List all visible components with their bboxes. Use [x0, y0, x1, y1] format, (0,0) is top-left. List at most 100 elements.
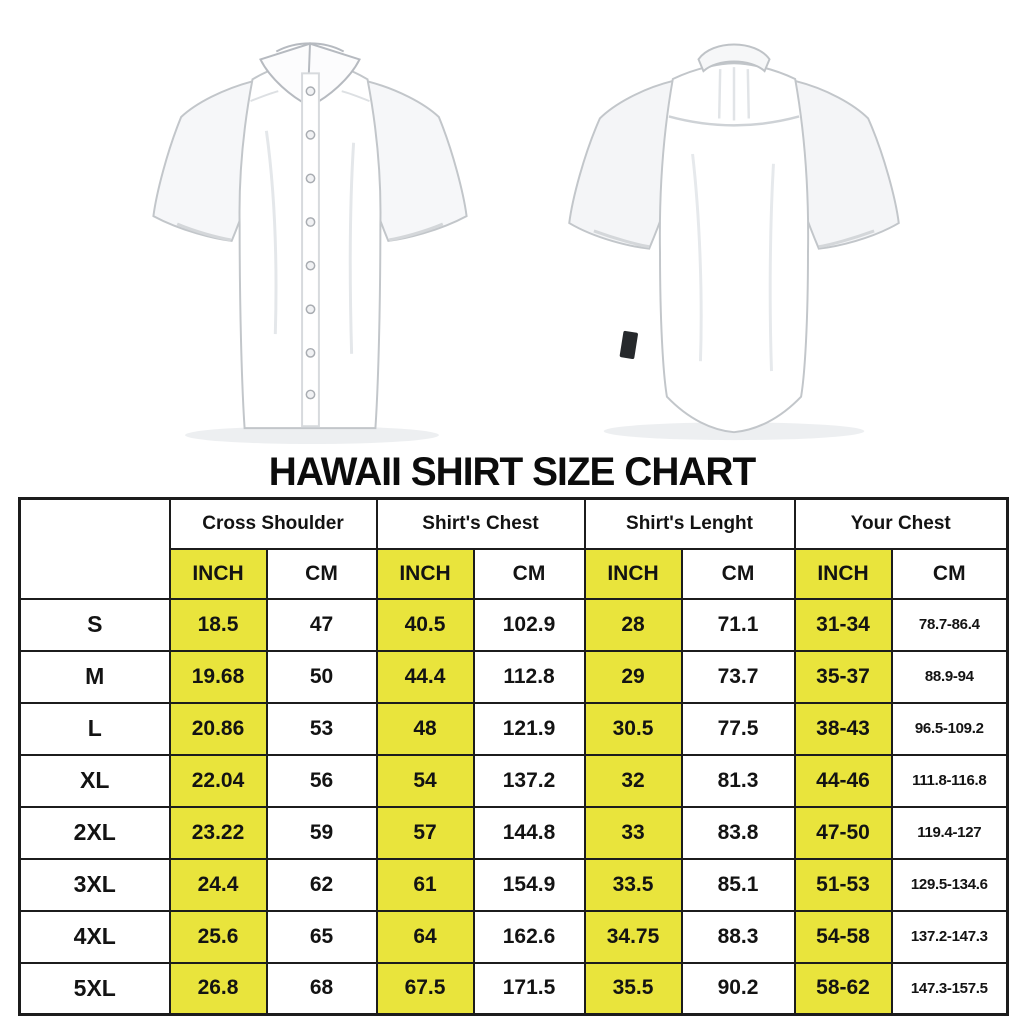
- unit-header-cm: CM: [265, 547, 378, 600]
- cell-value: 96.5-109.2: [890, 701, 1009, 756]
- cell-value: 65: [265, 909, 378, 964]
- cell-value: 85.1: [680, 857, 796, 912]
- cell-value: 62: [265, 857, 378, 912]
- unit-header-inch: INCH: [375, 547, 475, 600]
- back-yoke-seam: [668, 115, 800, 127]
- cell-value: 22.04: [168, 753, 268, 808]
- cell-value: 23.22: [168, 805, 268, 860]
- cell-value: 18.5: [168, 597, 268, 652]
- table-row-4xl: 4XL 25.6 65 64 162.6 34.75 88.3 54-58 13…: [18, 909, 1009, 964]
- size-label: 4XL: [18, 909, 171, 964]
- cell-value: 88.3: [680, 909, 796, 964]
- cell-value: 50: [265, 649, 378, 704]
- cell-value: 24.4: [168, 857, 268, 912]
- care-tag: [619, 330, 638, 359]
- cell-value: 40.5: [375, 597, 475, 652]
- cell-value: 81.3: [680, 753, 796, 808]
- front-buttons: [305, 86, 316, 400]
- cell-value: 38-43: [793, 701, 893, 756]
- cell-value: 61: [375, 857, 475, 912]
- cell-value: 26.8: [168, 961, 268, 1016]
- cell-value: 28: [583, 597, 683, 652]
- cell-value: 33.5: [583, 857, 683, 912]
- cell-value: 34.75: [583, 909, 683, 964]
- size-label: M: [18, 649, 171, 704]
- cell-value: 29: [583, 649, 683, 704]
- cell-value: 57: [375, 805, 475, 860]
- cell-value: 25.6: [168, 909, 268, 964]
- cell-value: 171.5: [472, 961, 586, 1016]
- cell-value: 102.9: [472, 597, 586, 652]
- size-chart-table: Cross Shoulder Shirt's Chest Shirt's Len…: [18, 497, 1010, 1016]
- back-collar-band: [697, 43, 771, 73]
- cell-value: 54: [375, 753, 475, 808]
- table-row-xl: XL 22.04 56 54 137.2 32 81.3 44-46 111.8…: [18, 753, 1009, 808]
- cell-value: 88.9-94: [890, 649, 1009, 704]
- col-group-shirts-lenght: Shirt's Lenght: [583, 497, 796, 550]
- size-label: 5XL: [18, 961, 171, 1016]
- cell-value: 71.1: [680, 597, 796, 652]
- table-row-3xl: 3XL 24.4 62 61 154.9 33.5 85.1 51-53 129…: [18, 857, 1009, 912]
- cell-value: 47-50: [793, 805, 893, 860]
- cell-value: 58-62: [793, 961, 893, 1016]
- unit-header-inch: INCH: [583, 547, 683, 600]
- cell-value: 162.6: [472, 909, 586, 964]
- cell-value: 73.7: [680, 649, 796, 704]
- unit-header-cm: CM: [890, 547, 1009, 600]
- unit-header-inch: INCH: [793, 547, 893, 600]
- size-label: S: [18, 597, 171, 652]
- cell-value: 47: [265, 597, 378, 652]
- cell-value: 78.7-86.4: [890, 597, 1009, 652]
- cell-value: 154.9: [472, 857, 586, 912]
- cell-value: 64: [375, 909, 475, 964]
- cell-value: 35.5: [583, 961, 683, 1016]
- cell-value: 54-58: [793, 909, 893, 964]
- corner-cell: [18, 497, 171, 600]
- cell-value: 77.5: [680, 701, 796, 756]
- table-row-l: L 20.86 53 48 121.9 30.5 77.5 38-43 96.5…: [18, 701, 1009, 756]
- cell-value: 137.2-147.3: [890, 909, 1009, 964]
- cell-value: 112.8: [472, 649, 586, 704]
- cell-value: 51-53: [793, 857, 893, 912]
- shirt-front-photo: [152, 42, 468, 445]
- front-button-placket: [301, 72, 320, 428]
- cell-value: 35-37: [793, 649, 893, 704]
- cell-value: 121.9: [472, 701, 586, 756]
- cell-value: 48: [375, 701, 475, 756]
- cell-value: 32: [583, 753, 683, 808]
- unit-header-inch: INCH: [168, 547, 268, 600]
- cell-value: 31-34: [793, 597, 893, 652]
- table-row-m: M 19.68 50 44.4 112.8 29 73.7 35-37 88.9…: [18, 649, 1009, 704]
- cell-value: 44.4: [375, 649, 475, 704]
- col-group-your-chest: Your Chest: [793, 497, 1009, 550]
- cell-value: 56: [265, 753, 378, 808]
- unit-header-cm: CM: [472, 547, 586, 600]
- cell-value: 111.8-116.8: [890, 753, 1009, 808]
- cell-value: 20.86: [168, 701, 268, 756]
- cell-value: 19.68: [168, 649, 268, 704]
- cell-value: 137.2: [472, 753, 586, 808]
- size-label: XL: [18, 753, 171, 808]
- product-photos: [0, 0, 1024, 450]
- col-group-shirts-chest: Shirt's Chest: [375, 497, 586, 550]
- cell-value: 30.5: [583, 701, 683, 756]
- cell-value: 33: [583, 805, 683, 860]
- col-group-cross-shoulder: Cross Shoulder: [168, 497, 378, 550]
- shirt-back-photo: [568, 43, 900, 441]
- cell-value: 68: [265, 961, 378, 1016]
- cell-value: 147.3-157.5: [890, 961, 1009, 1016]
- unit-header-cm: CM: [680, 547, 796, 600]
- cell-value: 119.4-127: [890, 805, 1009, 860]
- cell-value: 90.2: [680, 961, 796, 1016]
- table-row-5xl: 5XL 26.8 68 67.5 171.5 35.5 90.2 58-62 1…: [18, 961, 1009, 1016]
- size-label: L: [18, 701, 171, 756]
- cell-value: 83.8: [680, 805, 796, 860]
- table-row-2xl: 2XL 23.22 59 57 144.8 33 83.8 47-50 119.…: [18, 805, 1009, 860]
- table-row-s: S 18.5 47 40.5 102.9 28 71.1 31-34 78.7-…: [18, 597, 1009, 652]
- cell-value: 144.8: [472, 805, 586, 860]
- cell-value: 67.5: [375, 961, 475, 1016]
- cell-value: 53: [265, 701, 378, 756]
- page-title: HAWAII SHIRT SIZE CHART: [268, 450, 756, 494]
- cell-value: 44-46: [793, 753, 893, 808]
